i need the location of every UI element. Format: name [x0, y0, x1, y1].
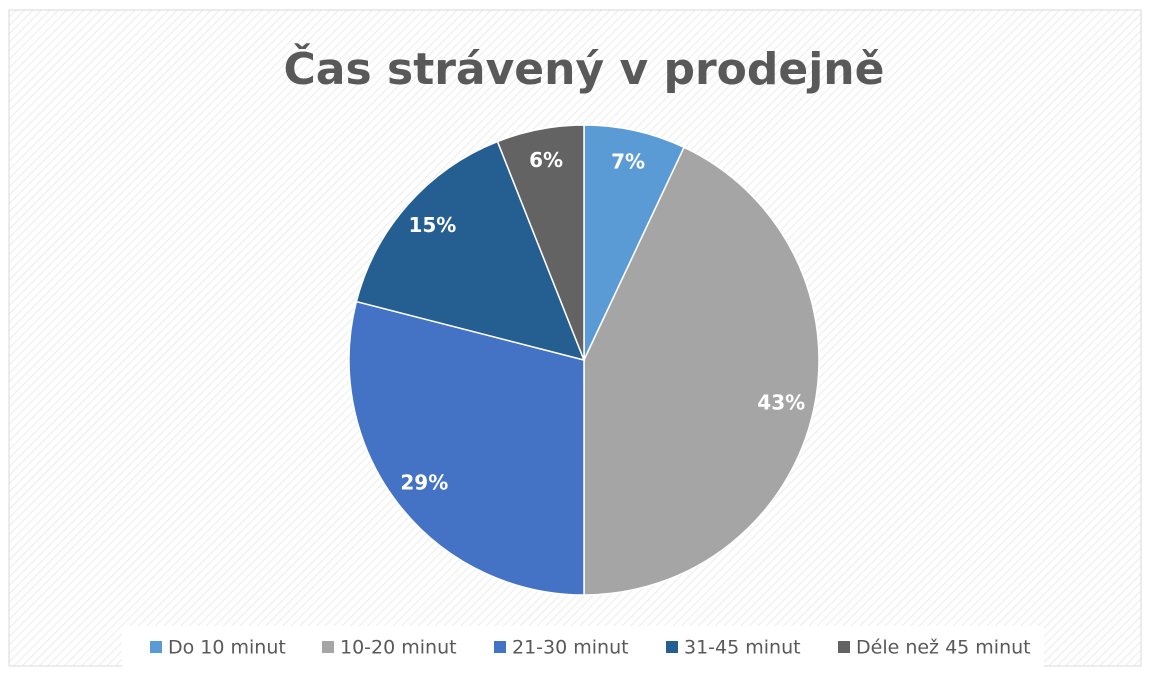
legend-label: Déle než 45 minut	[856, 637, 1031, 659]
pie-slice	[496, 124, 585, 361]
data-label: 29%	[400, 470, 448, 494]
pie-slice	[583, 146, 820, 596]
pie-slice	[583, 124, 686, 361]
legend-swatch	[150, 641, 162, 653]
data-label: 15%	[408, 213, 456, 237]
legend-swatch	[494, 641, 506, 653]
chart-title: Čas strávený v prodejně	[284, 42, 885, 95]
legend-label: 10-20 minut	[340, 637, 457, 659]
legend-swatch	[666, 641, 678, 653]
data-label: 7%	[611, 149, 645, 173]
legend-label: 31-45 minut	[684, 637, 801, 659]
pie-slice	[355, 140, 586, 362]
data-label: 6%	[529, 148, 563, 172]
legend-label: 21-30 minut	[512, 637, 629, 659]
legend-swatch	[838, 641, 850, 653]
pie-slice	[348, 300, 585, 596]
data-label: 43%	[757, 391, 805, 415]
legend-box	[122, 626, 1044, 668]
legend-label: Do 10 minut	[168, 637, 286, 659]
legend-swatch	[322, 641, 334, 653]
